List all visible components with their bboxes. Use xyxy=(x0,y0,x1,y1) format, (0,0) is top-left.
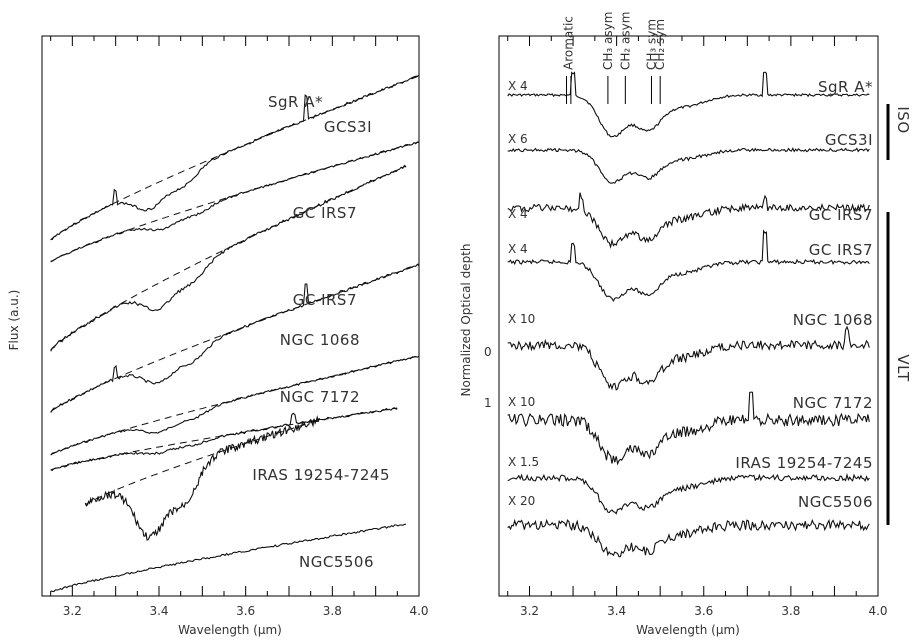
scale-factor: X 10 xyxy=(508,312,535,326)
x-tick-label: 3.6 xyxy=(694,604,713,618)
optical-depth-line xyxy=(507,71,870,138)
instrument-group-label: ISO xyxy=(894,106,912,133)
optical-depth-line xyxy=(507,192,870,249)
spectrum-line xyxy=(50,407,398,472)
series-label: SgR A* xyxy=(268,93,323,111)
scale-factor: X 4 xyxy=(508,79,528,93)
spectrum-line xyxy=(50,263,419,413)
instrument-group-label: VLT xyxy=(894,354,912,382)
left-series-labels: SgR A*GCS3I GC IRS7 GC IRS7 NGC 1068 NGC 717… xyxy=(252,93,390,571)
right-x-ticks: 3.2 3.4 3.6 3.8 4.0 xyxy=(507,36,888,618)
spectrum-line xyxy=(50,141,420,262)
optical-depth-line xyxy=(507,391,870,466)
x-tick-label: 3.4 xyxy=(607,604,626,618)
series-label: GC IRS7 xyxy=(809,206,873,224)
series-label: IRAS 19254-7245 xyxy=(735,454,873,472)
right-y-tick-1: 1 xyxy=(484,396,492,410)
right-panel: 3.2 3.4 3.6 3.8 4.0 Wavelength (μm) Normaliz… xyxy=(459,12,912,637)
right-x-axis-label: Wavelength (μm) xyxy=(636,623,740,637)
spectrum-line xyxy=(50,74,420,240)
scale-factor: X 1.5 xyxy=(508,455,539,469)
continuum-fit xyxy=(84,419,320,506)
scale-factor: X 6 xyxy=(508,132,528,146)
x-tick-label: 3.8 xyxy=(323,604,342,618)
x-tick-label: 3.6 xyxy=(236,604,255,618)
continuum-fit xyxy=(50,355,420,456)
spectrum-line xyxy=(50,523,407,593)
right-plot-frame xyxy=(498,35,879,597)
series-label: GCS3I xyxy=(825,131,873,149)
series-label: GC IRS7 xyxy=(809,241,873,259)
scale-factor: X 4 xyxy=(508,207,528,221)
feature-marker-label: CH₃ asym xyxy=(601,12,615,70)
right-y-axis-label: Normalized Optical depth xyxy=(459,244,473,397)
left-panel: 3.2 3.4 3.6 3.8 4.0 Wavelength (μm) Flux (a.… xyxy=(7,35,429,637)
right-y-tick-0: 0 xyxy=(484,345,492,359)
feature-marker-label: Aromatic xyxy=(562,16,576,70)
instrument-groups: ISO VLT xyxy=(886,104,912,525)
continuum-fit xyxy=(50,264,420,413)
left-y-axis-label: Flux (a.u.) xyxy=(7,290,21,351)
series-label: NGC5506 xyxy=(798,493,873,511)
scale-factor: X 20 xyxy=(508,494,535,508)
spectrum-line xyxy=(84,415,320,541)
left-x-axis-label: Wavelength (μm) xyxy=(178,623,282,637)
x-tick-label: 4.0 xyxy=(868,604,887,618)
optical-depth-line xyxy=(507,325,870,391)
optical-depth-line xyxy=(507,229,870,303)
series-label: NGC 7172 xyxy=(280,388,360,406)
feature-marker-label: CH₃ sym xyxy=(644,19,658,70)
series-label: NGC 1068 xyxy=(280,331,360,349)
series-label: NGC 7172 xyxy=(793,394,873,412)
left-spectra xyxy=(50,74,420,593)
optical-depth-line xyxy=(507,147,870,184)
continuum-fit xyxy=(50,165,407,351)
left-x-ticks: 3.2 3.4 3.6 3.8 4.0 xyxy=(50,36,429,618)
x-tick-label: 3.2 xyxy=(520,604,539,618)
feature-marker-label: CH₂ sym xyxy=(653,19,667,70)
series-label: GCS3I xyxy=(324,118,372,136)
scale-factor: X 10 xyxy=(508,395,535,409)
x-tick-label: 3.8 xyxy=(781,604,800,618)
optical-depth-line xyxy=(507,518,870,558)
spectrum-line xyxy=(50,355,420,456)
optical-depth-line xyxy=(507,472,870,515)
series-label: GC IRS7 xyxy=(293,291,357,309)
series-label: IRAS 19254-7245 xyxy=(252,466,390,484)
series-label: SgR A* xyxy=(818,78,873,96)
x-tick-label: 3.4 xyxy=(149,604,168,618)
x-tick-label: 3.2 xyxy=(63,604,82,618)
series-label: NGC 1068 xyxy=(793,311,873,329)
spectrum-line xyxy=(50,164,407,352)
series-label: NGC5506 xyxy=(299,553,374,571)
left-plot-frame xyxy=(41,35,420,597)
feature-marker-label: CH₂ asym xyxy=(618,12,632,70)
series-label: GC IRS7 xyxy=(293,204,357,222)
scale-factor: X 4 xyxy=(508,242,528,256)
x-tick-label: 4.0 xyxy=(409,604,428,618)
right-spectra xyxy=(507,71,870,558)
right-series-labels: SgR A* X 4 GCS3I X 6 GC IRS7 X 4 GC IRS7 X 4 NGC… xyxy=(508,78,873,511)
